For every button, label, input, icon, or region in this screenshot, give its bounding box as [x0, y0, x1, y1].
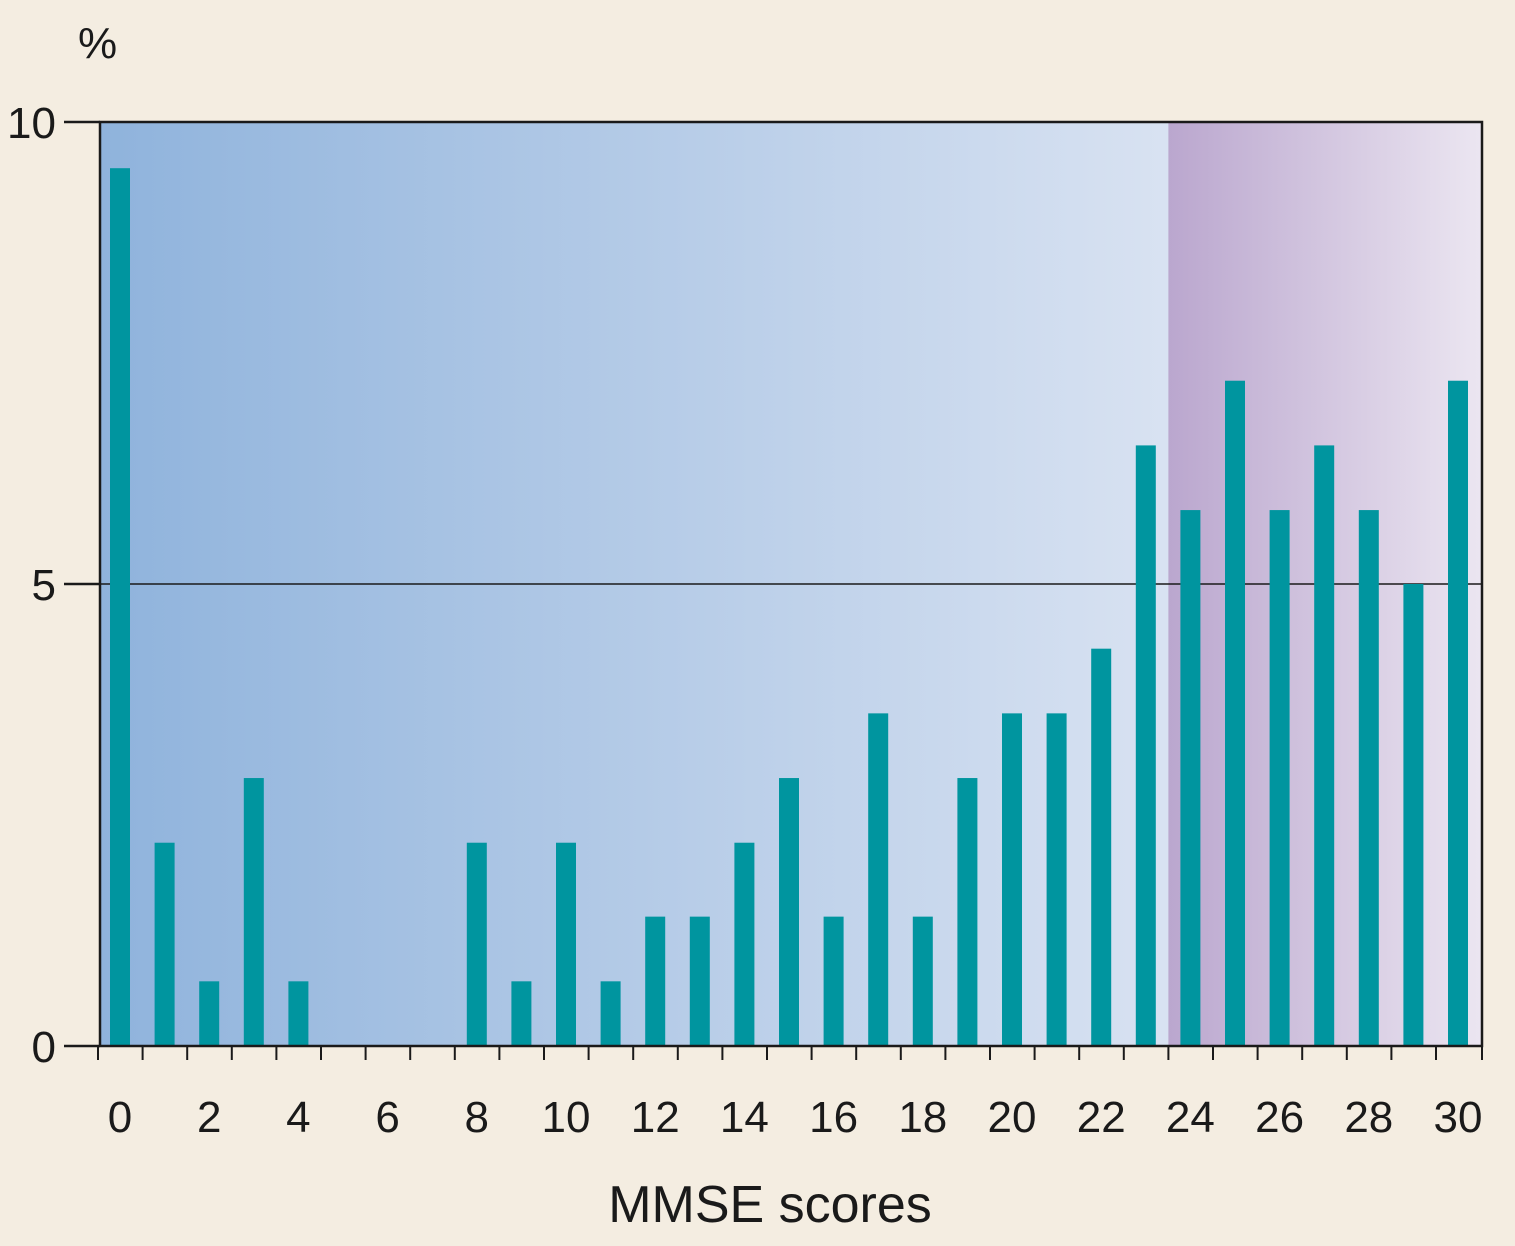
- x-tick-label-12: 12: [631, 1093, 680, 1142]
- x-tick-label-24: 24: [1166, 1093, 1215, 1142]
- y-axis-ticks: 0 5 10: [7, 99, 100, 1072]
- bar-18: [912, 916, 933, 1046]
- y-axis-unit-label: %: [78, 19, 117, 68]
- bar-12: [645, 916, 666, 1046]
- bar-3: [243, 778, 264, 1046]
- x-tick-label-4: 4: [286, 1093, 310, 1142]
- bar-27: [1314, 445, 1335, 1046]
- x-tick-label-22: 22: [1077, 1093, 1126, 1142]
- bar-13: [689, 916, 710, 1046]
- bar-8: [466, 842, 487, 1046]
- bar-1: [154, 842, 175, 1046]
- y-tick-label-0: 0: [32, 1023, 56, 1072]
- bar-26: [1269, 510, 1290, 1047]
- x-tick-label-26: 26: [1255, 1093, 1304, 1142]
- bar-29: [1403, 584, 1424, 1046]
- x-tick-label-14: 14: [720, 1093, 769, 1142]
- x-axis-ticks: 0 2 4 6 8 10 12 14 16 18 20 22 24 26 28 30: [97, 1046, 1483, 1142]
- bar-11: [600, 981, 621, 1046]
- bar-15: [779, 778, 799, 1046]
- bar-0: [110, 168, 130, 1046]
- x-tick-label-28: 28: [1344, 1093, 1393, 1142]
- x-axis-title: MMSE scores: [608, 1176, 932, 1234]
- bars: [110, 168, 1468, 1047]
- bar-21: [1046, 713, 1067, 1046]
- bar-25: [1225, 380, 1245, 1047]
- bar-20: [1002, 713, 1022, 1046]
- bar-23: [1135, 445, 1156, 1046]
- bar-19: [957, 778, 978, 1046]
- bar-4: [288, 981, 309, 1046]
- x-tick-label-10: 10: [542, 1093, 591, 1142]
- y-tick-label-10: 10: [7, 99, 56, 148]
- bar-16: [823, 916, 844, 1046]
- bar-9: [511, 981, 532, 1046]
- x-tick-label-0: 0: [108, 1093, 132, 1142]
- bar-28: [1358, 510, 1379, 1047]
- bar-22: [1091, 648, 1112, 1046]
- x-tick-label-30: 30: [1434, 1093, 1483, 1142]
- bar-2: [199, 981, 220, 1046]
- x-tick-label-20: 20: [988, 1093, 1037, 1142]
- bar-24: [1180, 510, 1201, 1047]
- y-tick-label-5: 5: [32, 561, 56, 610]
- bar-14: [734, 842, 755, 1046]
- bar-17: [868, 713, 889, 1046]
- bar-30: [1448, 380, 1468, 1047]
- x-tick-label-18: 18: [898, 1093, 947, 1142]
- x-tick-label-8: 8: [465, 1093, 489, 1142]
- x-tick-label-2: 2: [197, 1093, 221, 1142]
- x-tick-label-6: 6: [375, 1093, 399, 1142]
- x-tick-label-16: 16: [809, 1093, 858, 1142]
- bar-10: [556, 842, 576, 1046]
